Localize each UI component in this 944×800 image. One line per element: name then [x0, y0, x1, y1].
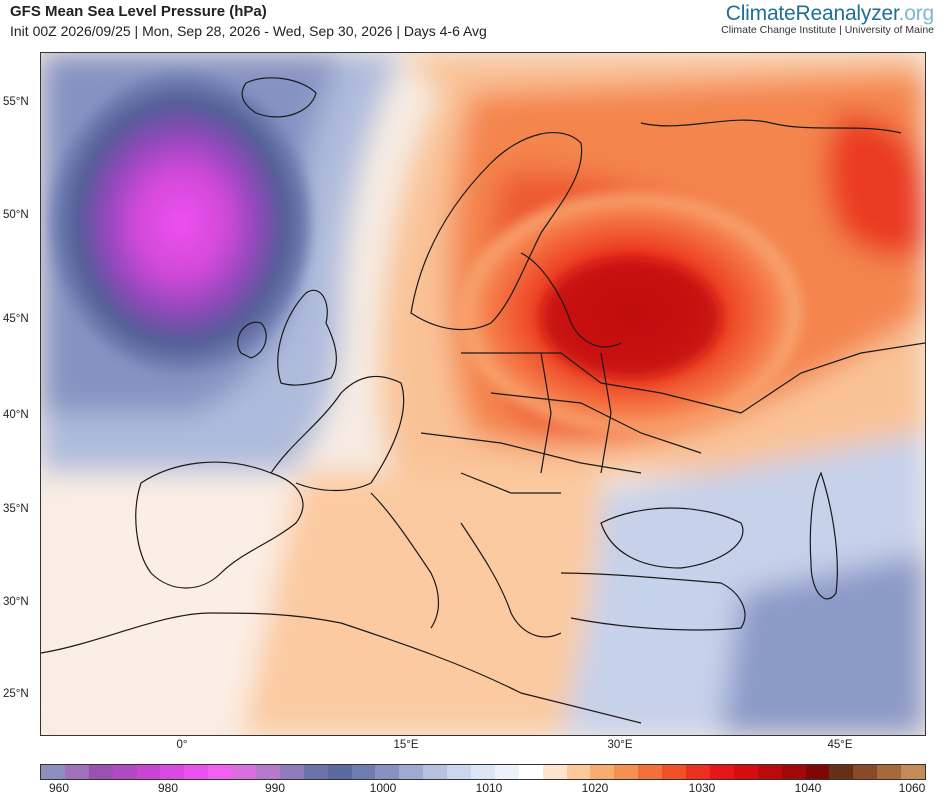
colorbar-swatch	[423, 765, 448, 779]
colorbar-swatch	[399, 765, 424, 779]
lat-label-45: 45°N	[3, 313, 29, 325]
brand-name: ClimateReanalyzer.org	[721, 2, 934, 26]
lon-label-15e: 15°E	[393, 739, 419, 751]
colorbar-swatch	[829, 765, 854, 779]
pressure-map-canvas	[41, 53, 925, 735]
brand-tagline: Climate Change Institute | University of…	[721, 24, 934, 36]
colorbar-label-1060: 1060	[898, 781, 926, 795]
brand-name-org: .org	[898, 2, 935, 25]
colorbar-swatch	[638, 765, 663, 779]
coastlines	[41, 77, 925, 724]
colorbar-swatch	[877, 765, 902, 779]
colorbar-label-1020: 1020	[581, 781, 609, 795]
colorbar-swatch	[351, 765, 376, 779]
colorbar-swatch	[662, 765, 687, 779]
colorbar-swatch	[88, 765, 113, 779]
colorbar-label-1010: 1010	[475, 781, 503, 795]
lon-label-0: 0°	[176, 739, 188, 751]
colorbar-swatch	[256, 765, 280, 779]
map-title: GFS Mean Sea Level Pressure (hPa)	[10, 3, 267, 20]
colorbar-swatch	[184, 765, 209, 779]
colorbar-swatch	[375, 765, 400, 779]
colorbar-swatch	[471, 765, 495, 779]
colorbar-swatch	[781, 765, 806, 779]
colorbar-swatch	[518, 765, 543, 779]
low-pressure-center	[51, 73, 311, 373]
lat-label-30: 30°N	[3, 596, 29, 608]
lat-label-25: 25°N	[3, 688, 29, 700]
colorbar-swatch	[614, 765, 639, 779]
pressure-map[interactable]	[40, 52, 926, 736]
colorbar-swatch	[303, 765, 328, 779]
colorbar-swatch	[279, 765, 304, 779]
colorbar-swatch	[232, 765, 257, 779]
brand-name-climate: Climate	[725, 2, 796, 25]
colorbar-swatch	[542, 765, 567, 779]
colorbar-label-980: 980	[157, 781, 179, 795]
colorbar-swatch	[853, 765, 878, 779]
colorbar-swatch	[494, 765, 519, 779]
colorbar-label-1000: 1000	[369, 781, 397, 795]
colorbar-swatch	[64, 765, 89, 779]
pressure-colorbar	[40, 764, 926, 780]
colorbar-swatch	[686, 765, 710, 779]
colorbar-swatch	[590, 765, 615, 779]
map-subtitle: Init 00Z 2026/09/25 | Mon, Sep 28, 2026 …	[10, 23, 487, 39]
lat-label-50: 50°N	[3, 209, 29, 221]
colorbar-swatch	[566, 765, 591, 779]
lon-label-30e: 30°E	[607, 739, 633, 751]
colorbar-label-1040: 1040	[794, 781, 822, 795]
colorbar-swatch	[447, 765, 472, 779]
brand-name-reanalyzer: Reanalyzer	[795, 2, 899, 25]
colorbar-swatch	[136, 765, 161, 779]
colorbar-swatch	[112, 765, 137, 779]
lat-label-55: 55°N	[3, 96, 29, 108]
lat-label-40: 40°N	[3, 409, 29, 421]
lon-label-45e: 45°E	[827, 739, 853, 751]
colorbar-label-1030: 1030	[688, 781, 716, 795]
brand-logo[interactable]: ClimateReanalyzer.org Climate Change Ins…	[721, 2, 934, 36]
lat-label-35: 35°N	[3, 503, 29, 515]
colorbar-swatch	[733, 765, 758, 779]
colorbar-swatch	[805, 765, 830, 779]
colorbar-label-960: 960	[48, 781, 70, 795]
colorbar-swatch	[709, 765, 734, 779]
colorbar-label-990: 990	[264, 781, 286, 795]
colorbar-swatch	[901, 765, 925, 779]
colorbar-swatch	[160, 765, 185, 779]
colorbar-swatch	[208, 765, 233, 779]
colorbar-swatch	[327, 765, 352, 779]
colorbar-swatch	[757, 765, 782, 779]
colorbar-swatch	[41, 765, 65, 779]
